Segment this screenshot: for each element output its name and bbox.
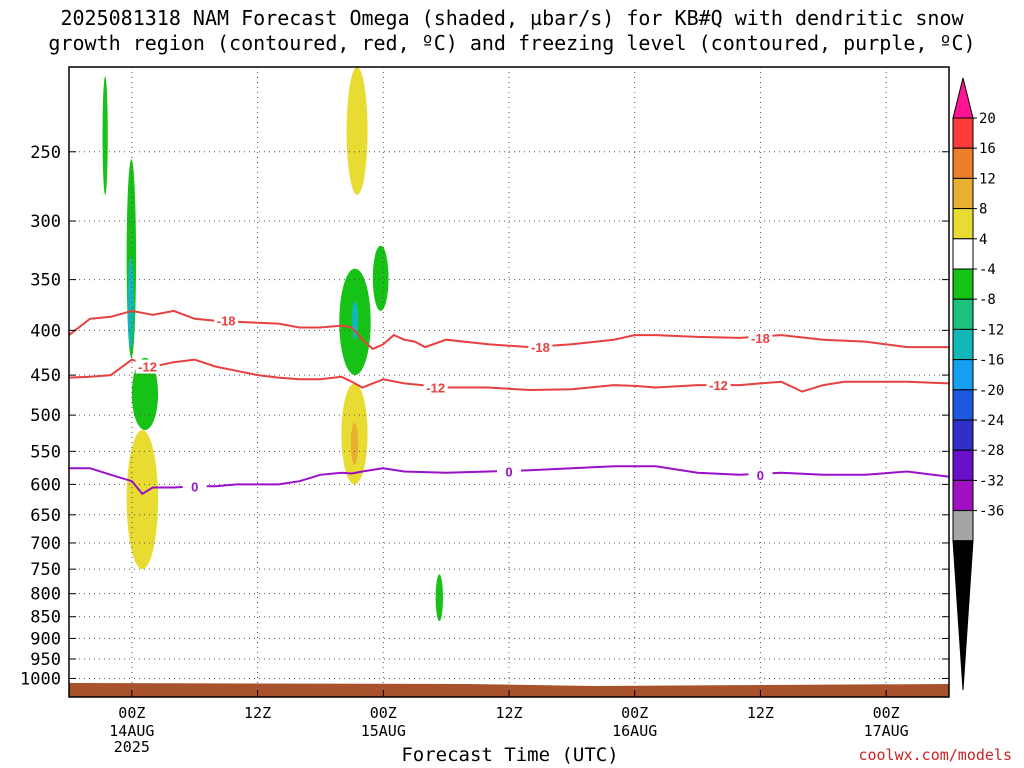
y-tick-label-950: 950 [30,650,61,670]
colorbar-label-10: -24 [979,413,1004,429]
x-tick-label-6: 00Z [873,704,900,722]
colorbar-swatch-1 [952,117,974,149]
y-tick-label-800: 800 [30,585,61,605]
colorbar-label-5: -4 [979,262,996,278]
axes-layer: 2503003504004505005506006507007508008509… [20,66,950,756]
contour-label-minus18-2: -18 [751,331,770,346]
x-tick-sublabel-0-0: 14AUG [109,722,154,740]
contour-label-minus18-1: -18 [531,340,550,355]
colorbar: 20 16 12 8 4 -4 -8 -12 -16 -20 -24 -28 -32 -36 [952,77,1004,691]
colorbar-swatch-6 [952,268,974,300]
omega-region-11 [435,574,444,622]
colorbar-label-13: -36 [979,504,1004,520]
y-tick-label-300: 300 [30,212,61,232]
colorbar-swatch-3 [952,177,974,210]
contour-label-minus12-1: -12 [426,381,445,396]
grid-layer [69,67,949,697]
y-tick-label-900: 900 [30,629,61,649]
y-tick-label-850: 850 [30,608,61,628]
omega-shading-layer [102,67,444,622]
contour-label-0-2: 0 [757,468,764,483]
y-tick-label-600: 600 [30,475,61,495]
colorbar-bottom-arrow [952,540,974,691]
colorbar-label-6: -8 [979,292,996,308]
x-tick-sublabel-0-1: 2025 [114,738,150,756]
colorbar-swatch-11 [952,419,974,451]
contour-0-line [69,465,950,496]
contour-label-minus12-2: -12 [709,378,728,393]
colorbar-swatch-2 [952,147,974,179]
contour-minus18-line [68,309,949,351]
omega-region-0 [102,76,108,195]
omega-region-4 [126,430,159,570]
y-tick-label-250: 250 [30,143,61,163]
y-tick-label-750: 750 [30,560,61,580]
colorbar-label-7: -12 [979,322,1004,338]
colorbar-label-0: 20 [979,111,996,127]
y-tick-label-350: 350 [30,271,61,291]
colorbar-label-9: -20 [979,383,1004,399]
x-tick-label-5: 12Z [747,704,774,722]
y-tick-label-700: 700 [30,534,61,554]
omega-region-8 [372,245,389,311]
colorbar-label-8: -16 [979,353,1004,369]
colorbar-label-3: 8 [979,202,987,218]
contour-label-0-0: 0 [191,479,198,494]
omega-region-5 [346,67,368,195]
ground-layer [69,682,949,697]
x-tick-sublabel-6-0: 17AUG [864,722,909,740]
colorbar-swatch-8 [952,328,974,361]
colorbar-swatch-7 [952,298,974,330]
watermark: coolwx.com/models [858,746,1012,764]
x-tick-label-0: 00Z [118,704,145,722]
colorbar-label-1: 16 [979,141,996,157]
omega-region-2 [127,257,134,349]
chart-title: 2025081318 NAM Forecast Omega (shaded, µ… [48,6,976,55]
y-tick-label-550: 550 [30,442,61,462]
contour-label-minus18-0: -18 [217,314,236,329]
x-tick-label-1: 12Z [244,704,271,722]
y-tick-label-450: 450 [30,366,61,386]
colorbar-label-11: -28 [979,443,1004,459]
colorbar-label-12: -32 [979,473,1004,489]
ground-terrain [69,682,949,697]
colorbar-top-arrow [952,77,974,119]
y-tick-label-500: 500 [30,406,61,426]
colorbar-swatch-4 [952,208,974,240]
x-axis-title: Forecast Time (UTC) [401,744,619,766]
colorbar-swatch-13 [952,479,974,512]
x-tick-sublabel-2-0: 15AUG [361,722,406,740]
x-tick-label-3: 12Z [495,704,522,722]
contour-label-minus12-0: -12 [138,360,157,375]
contour-label-0-1: 0 [505,465,512,480]
x-tick-label-2: 00Z [370,704,397,722]
y-tick-label-400: 400 [30,321,61,341]
colorbar-swatch-10 [952,389,974,421]
y-tick-label-650: 650 [30,506,61,526]
contour-minus12-line [68,358,950,393]
y-tick-label-1000: 1000 [20,669,61,689]
colorbar-swatch-9 [952,359,974,391]
x-tick-sublabel-4-0: 16AUG [612,722,657,740]
x-tick-label-4: 00Z [621,704,648,722]
contour-layer: -18 -18 -18 -12 -12 -12 0 0 0 [68,309,950,496]
omega-region-3 [131,357,159,431]
colorbar-label-4: 4 [979,232,987,248]
colorbar-swatch-14 [952,510,974,542]
colorbar-label-2: 12 [979,171,996,187]
colorbar-swatch-5 [952,238,974,270]
omega-region-10 [350,422,359,465]
colorbar-swatch-12 [952,449,974,481]
